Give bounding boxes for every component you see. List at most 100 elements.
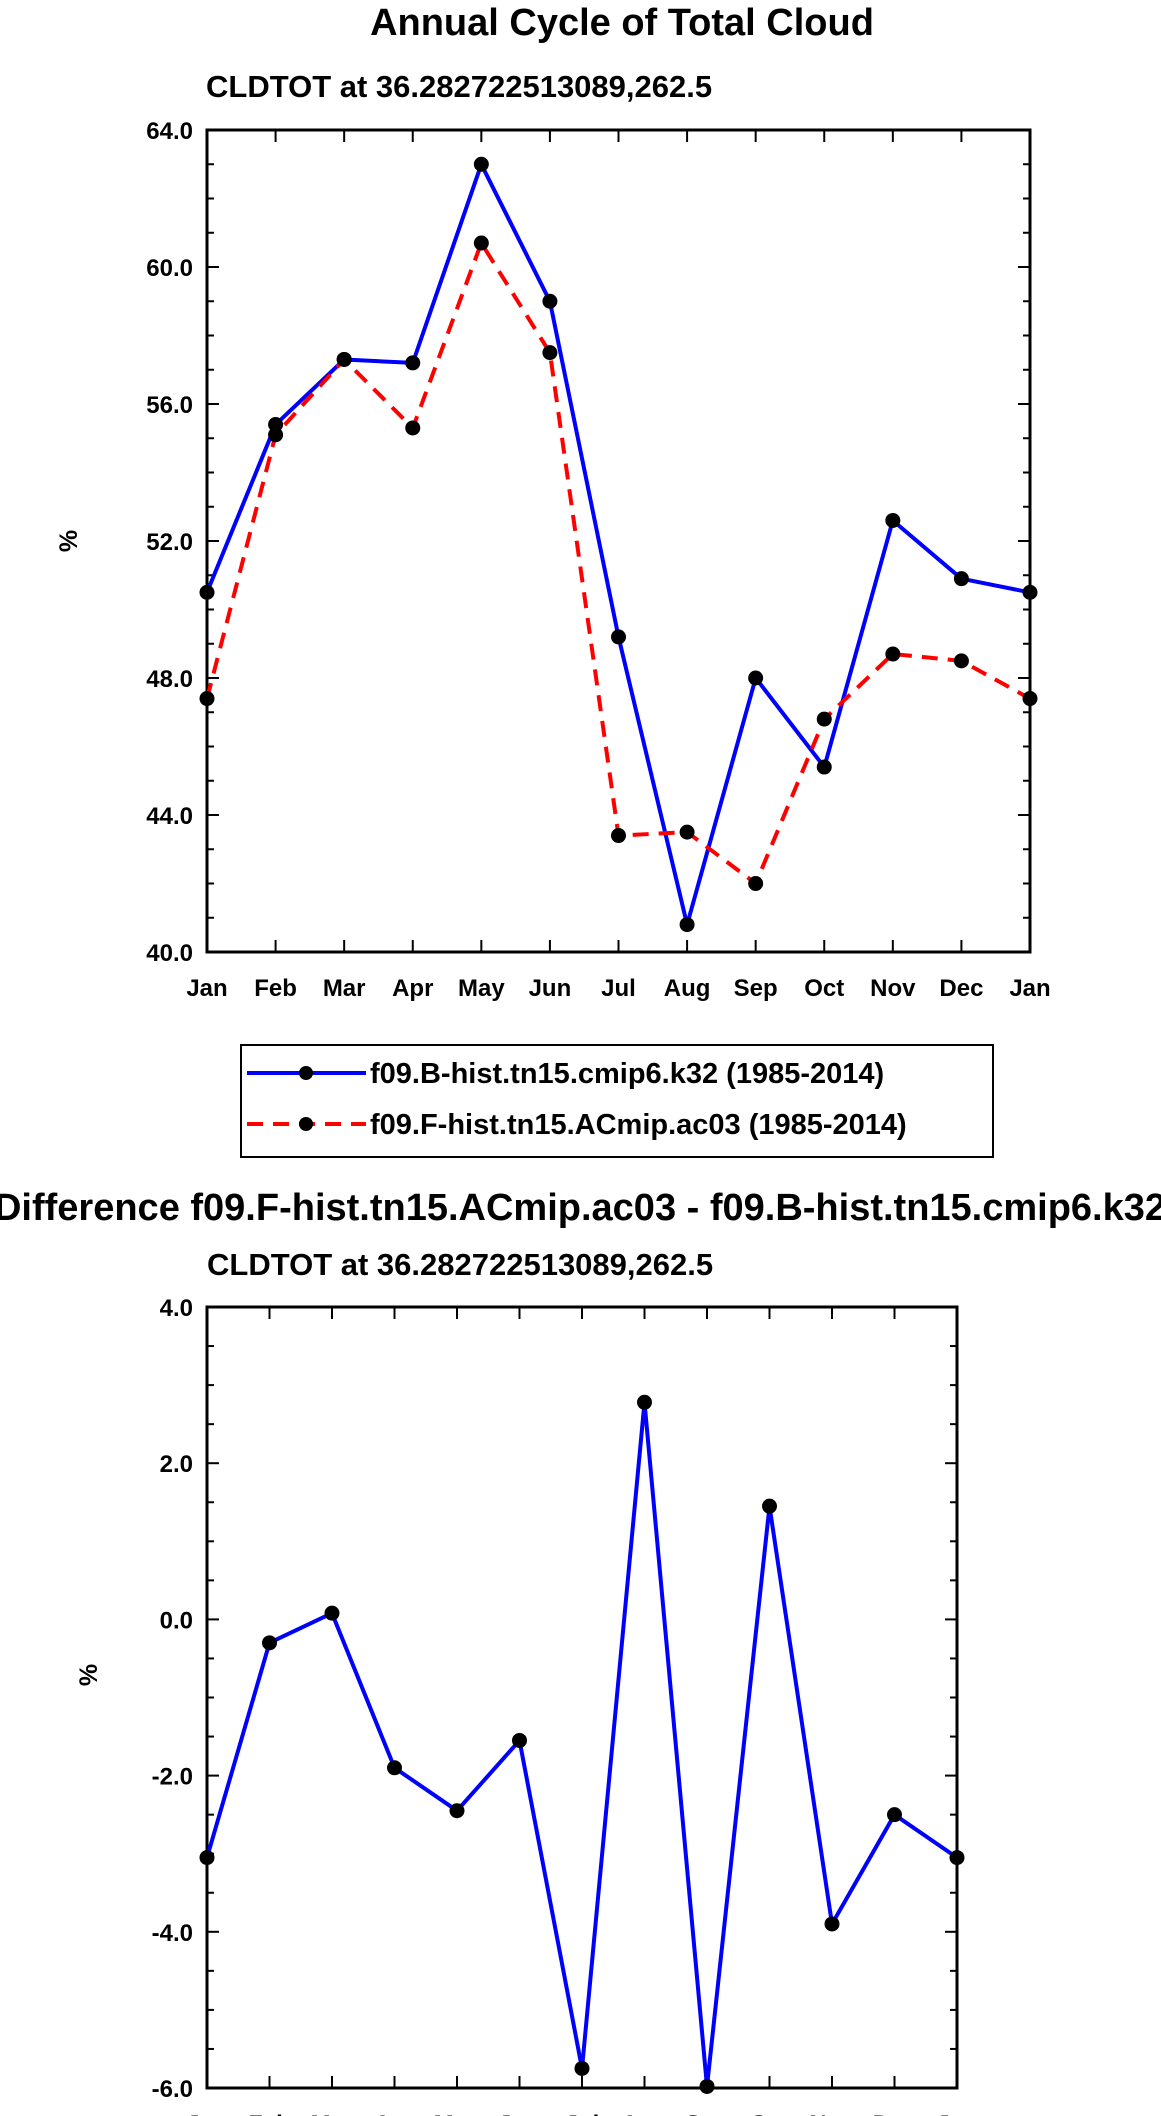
chart2-xtick-label: May [434, 2111, 481, 2116]
chart1-series-1-point [816, 759, 832, 775]
chart1-xtick-label: Apr [392, 975, 433, 1002]
chart1-series-2-point [748, 876, 764, 891]
chart1-xtick-label: Aug [664, 975, 711, 1002]
chart1-series-1-point [679, 917, 695, 933]
chart1-ytick-label: 52.0 [146, 529, 193, 556]
chart1-xtick-label: Sep [734, 975, 778, 1002]
chart1-series-1-point [542, 293, 558, 309]
chart2-xtick-label: Jun [498, 2111, 541, 2116]
legend-marker-series-1 [299, 1066, 313, 1080]
chart2-xtick-label: Sep [685, 2111, 729, 2116]
annual-cycle-chart: Annual Cycle of Total Cloud CLDTOT at 36… [55, 2, 1051, 1002]
chart2-xtick-label: Aug [621, 2111, 668, 2116]
chart2-title: Difference f09.F-hist.tn15.ACmip.ac03 - … [0, 1187, 1161, 1229]
chart1-series-1-point [405, 355, 421, 371]
difference-chart: Difference f09.F-hist.tn15.ACmip.ac03 - … [0, 1187, 1161, 2116]
chart2-subtitle: CLDTOT at 36.282722513089,262.5 [207, 1247, 713, 1282]
chart1-xtick-label: Dec [939, 975, 983, 1002]
chart2-xtick-label: Jan [186, 2111, 227, 2116]
chart1-xtick-label: Jun [529, 975, 572, 1002]
chart1-series-2-point [542, 345, 558, 361]
chart1-series-2-point [679, 824, 695, 840]
chart1-series-2-point [1022, 691, 1038, 707]
chart1-series [199, 156, 1038, 933]
chart1-series-1-point [611, 629, 626, 645]
chart1-series-1-point [1022, 584, 1038, 600]
chart1-series-2-point [405, 420, 421, 436]
chart1-xtick-label: Oct [804, 975, 844, 1002]
chart2-plot-frame [205, 1305, 959, 2090]
chart1-ytick-label: 60.0 [146, 255, 193, 282]
chart1-series-1-point [199, 584, 215, 600]
chart2-xtick-label: Dec [872, 2111, 916, 2116]
chart2-series-1-point [262, 1635, 277, 1651]
chart1-series-2-point [268, 427, 284, 443]
chart1-y-axis-label: % [55, 530, 83, 552]
legend-box [240, 1044, 994, 1158]
chart1-xtick-label: Nov [870, 975, 916, 1002]
chart1-series-line-2 [205, 241, 1031, 886]
chart2-series-1-point [637, 1394, 652, 1410]
chart1-xtick-label: Jul [601, 975, 636, 1002]
chart2-ticks: 4.0 2.0 0.0 -2.0 -4.0 -6.0 Jan Feb Mar Apr May Jun J… [152, 1295, 978, 2116]
chart1-series-1-point [268, 417, 284, 433]
chart1-series-2-point [611, 828, 626, 844]
chart2-series-1-point [824, 1916, 840, 1932]
chart2-ytick-label: -2.0 [152, 1764, 193, 1791]
chart1-series-1-point [953, 571, 969, 587]
chart1-series-2-point [885, 646, 901, 662]
chart1-ticks: 64.0 60.0 56.0 52.0 48.0 44.0 40.0 Jan Feb Mar Apr… [146, 118, 1050, 1002]
chart2-series-1-point [699, 2078, 715, 2094]
legend-label-series-1: f09.B-hist.tn15.cmip6.k32 (1985-2014) [370, 1058, 884, 1090]
chart1-series-2-point [953, 653, 969, 669]
chart2-series-1-point [574, 2060, 590, 2076]
chart1-legend: f09.B-hist.tn15.cmip6.k32 (1985-2014) f0… [240, 1044, 994, 1158]
chart1-series-1-point [885, 512, 901, 528]
chart1-series-2-point [816, 711, 832, 727]
chart2-series-1-point [387, 1760, 402, 1776]
chart2-ytick-label: 0.0 [160, 1607, 193, 1634]
chart2-series-1-point [762, 1498, 777, 1514]
chart1-title: Annual Cycle of Total Cloud [370, 2, 874, 44]
chart1-xtick-label: May [458, 975, 505, 1002]
chart1-ytick-label: 56.0 [146, 392, 193, 419]
chart2-series-1-point [512, 1732, 527, 1748]
chart2-xtick-label: Nov [809, 2111, 855, 2116]
chart2-ytick-label: -4.0 [152, 1920, 193, 1947]
chart1-ytick-label: 40.0 [146, 940, 193, 967]
chart2-xtick-label: Oct [749, 2111, 789, 2116]
chart2-xtick-label: Mar [311, 2111, 354, 2116]
chart1-ytick-label: 44.0 [146, 803, 193, 830]
chart2-series-1-point [949, 1850, 965, 1866]
legend-marker-series-2 [299, 1117, 313, 1131]
chart1-series-line-1 [205, 162, 1031, 927]
chart2-xtick-label: Feb [248, 2111, 291, 2116]
chart2-series [199, 1394, 965, 2094]
chart2-series-1-point [449, 1803, 465, 1819]
chart2-series-1-point [887, 1807, 902, 1823]
chart1-series-1-point [748, 670, 764, 686]
chart2-ytick-label: 2.0 [160, 1451, 193, 1478]
chart1-xtick-label: Feb [254, 975, 297, 1002]
chart1-xtick-label: Jan [186, 975, 227, 1002]
chart1-subtitle: CLDTOT at 36.282722513089,262.5 [206, 69, 712, 104]
chart2-series-1-point [324, 1605, 340, 1621]
chart1-series-1-point [473, 156, 489, 172]
chart1-xtick-label: Mar [323, 975, 366, 1002]
chart1-series-2-point [336, 351, 352, 367]
chart2-xtick-label: Jan [936, 2111, 977, 2116]
chart2-series-line-1 [205, 1400, 959, 2089]
chart2-ytick-label: -6.0 [152, 2076, 193, 2103]
chart2-y-axis-label: % [75, 1664, 103, 1686]
chart1-series-2-point [473, 235, 489, 251]
legend-label-series-2: f09.F-hist.tn15.ACmip.ac03 (1985-2014) [370, 1109, 907, 1141]
chart2-xtick-label: Jul [565, 2111, 600, 2116]
chart1-series-2-point [199, 691, 215, 707]
chart2-ytick-label: 4.0 [160, 1295, 193, 1322]
chart2-xtick-label: Apr [374, 2111, 415, 2116]
chart1-xtick-label: Jan [1009, 975, 1050, 1002]
chart1-ytick-label: 64.0 [146, 118, 193, 145]
chart2-series-1-point [199, 1850, 215, 1866]
chart1-ytick-label: 48.0 [146, 666, 193, 693]
